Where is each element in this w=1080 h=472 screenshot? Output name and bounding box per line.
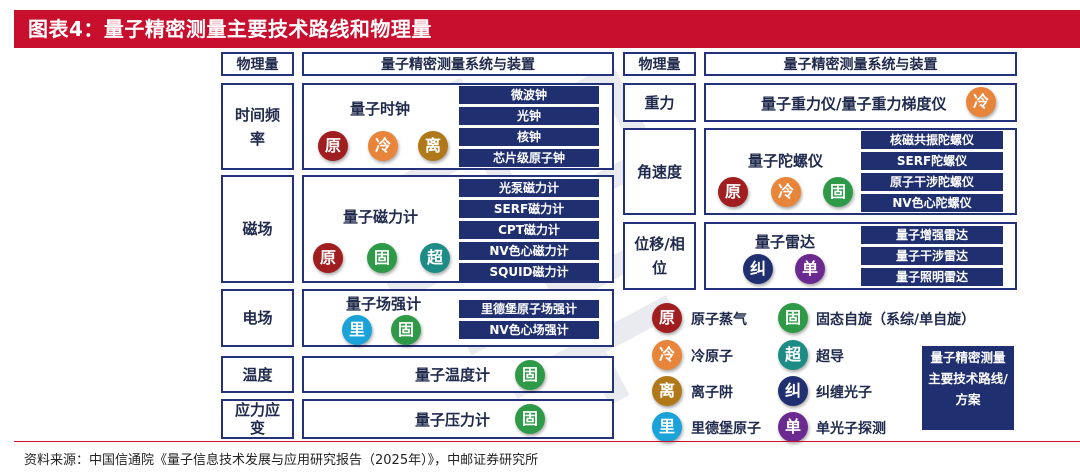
- item-magnetometer: 光泵磁力计: [459, 179, 599, 197]
- header-label: 量子精密测量系统与装置: [381, 57, 535, 73]
- row-label-angular: 角速度: [623, 128, 696, 215]
- item-field-meter: NV色心场强计: [459, 321, 599, 339]
- item-magnetometer: SERF磁力计: [459, 200, 599, 218]
- tag-yuan-icon: 原: [718, 177, 748, 207]
- system-name-thermometer: 量子温度计: [415, 366, 491, 384]
- item-magnetometer: NV色心磁力计: [459, 242, 599, 260]
- left-header-system: 量子精密测量系统与装置: [302, 52, 614, 76]
- item-gyroscope: NV色心陀螺仪: [861, 194, 1003, 212]
- legend-lide-icon: 里: [652, 412, 682, 442]
- row-label-displacement: 位移/相 位: [623, 222, 696, 290]
- page-title: 图表4：量子精密测量主要技术路线和物理量: [14, 10, 1080, 48]
- tag-jiu-icon: 纠: [743, 254, 773, 284]
- header-label: 物理量: [638, 57, 681, 73]
- row-system-gravity: [704, 83, 1017, 122]
- system-name-clock: 量子时钟: [350, 100, 411, 118]
- tag-gu-icon: 固: [367, 243, 397, 273]
- legend-li-icon: 离: [652, 376, 682, 406]
- source-note: 资料来源：中国信通院《量子信息技术发展与应用研究报告（2025年）》，中邮证券研…: [24, 453, 539, 468]
- header-label: 物理量: [236, 57, 279, 73]
- legend-label: 超导: [816, 349, 844, 365]
- tag-gu-icon: 固: [515, 404, 545, 434]
- tag-yuan-icon: 原: [318, 131, 348, 161]
- right-header-physical: 物理量: [623, 52, 696, 76]
- routes-note: 量子精密测量主要技术路线/方案: [922, 346, 1014, 430]
- tag-leng-icon: 冷: [771, 177, 801, 207]
- tag-gu-icon: 固: [515, 360, 545, 390]
- row-system-stress: [302, 399, 614, 439]
- row-label-gravity: 重力: [623, 83, 696, 122]
- legend-label: 里德堡原子: [691, 421, 761, 437]
- legend-label: 冷原子: [691, 349, 733, 365]
- system-name-gyroscope: 量子陀螺仪: [748, 152, 824, 170]
- item-gyroscope: 原子干涉陀螺仪: [861, 173, 1003, 191]
- legend-yuan-icon: 原: [652, 303, 682, 333]
- legend-chao-icon: 超: [778, 340, 808, 370]
- legend-jiu-icon: 纠: [778, 376, 808, 406]
- system-name-radar: 量子雷达: [755, 233, 816, 251]
- system-name-gravimeter: 量子重力仪/量子重力梯度仪: [761, 95, 947, 113]
- legend-gu-icon: 固: [778, 303, 808, 333]
- system-name-magnetometer: 量子磁力计: [343, 208, 419, 226]
- item-gyroscope: 核磁共振陀螺仪: [861, 131, 1003, 149]
- item-radar: 量子增强雷达: [861, 226, 1003, 244]
- legend-label: 纠缠光子: [816, 385, 872, 401]
- item-gyroscope: SERF陀螺仪: [861, 152, 1003, 170]
- row-label-magnetic: 磁场: [221, 175, 294, 283]
- legend-label: 单光子探测: [816, 421, 886, 437]
- left-header-physical: 物理量: [221, 52, 294, 76]
- item-field-meter: 里德堡原子场强计: [459, 300, 599, 318]
- item-magnetometer: SQUID磁力计: [459, 263, 599, 281]
- tag-gu-icon: 固: [823, 177, 853, 207]
- item-radar: 量子照明雷达: [861, 268, 1003, 286]
- legend-dan-icon: 单: [778, 412, 808, 442]
- item-clock: 芯片级原子钟: [459, 149, 599, 167]
- item-clock: 光钟: [459, 107, 599, 125]
- row-system-temperature: [302, 356, 614, 393]
- legend-label: 原子蒸气: [691, 312, 747, 328]
- tag-gu-icon: 固: [391, 315, 421, 345]
- tag-leng-icon: 冷: [966, 87, 996, 117]
- row-label-electric: 电场: [221, 289, 294, 347]
- tag-leng-icon: 冷: [368, 131, 398, 161]
- tag-dan-icon: 单: [795, 254, 825, 284]
- row-label-stress: 应力应 变: [221, 399, 294, 439]
- header-label: 量子精密测量系统与装置: [783, 57, 938, 73]
- item-magnetometer: CPT磁力计: [459, 221, 599, 239]
- item-radar: 量子干涉雷达: [861, 247, 1003, 265]
- row-label-temperature: 温度: [221, 356, 294, 393]
- tag-li-icon: 离: [418, 131, 448, 161]
- legend-label: 离子阱: [691, 385, 733, 401]
- row-label-time: 时间频 率: [221, 83, 294, 170]
- footer-divider: [14, 441, 1080, 442]
- tag-lide-icon: 里: [342, 315, 372, 345]
- right-header-system: 量子精密测量系统与装置: [704, 52, 1017, 76]
- tag-chao-icon: 超: [420, 243, 450, 273]
- item-clock: 微波钟: [459, 86, 599, 104]
- legend-leng-icon: 冷: [652, 340, 682, 370]
- legend-label: 固态自旋（系综/单自旋）: [816, 312, 976, 328]
- system-name-pressure: 量子压力计: [415, 411, 491, 429]
- system-name-field-meter: 量子场强计: [346, 295, 422, 313]
- tag-yuan-icon: 原: [313, 243, 343, 273]
- item-clock: 核钟: [459, 128, 599, 146]
